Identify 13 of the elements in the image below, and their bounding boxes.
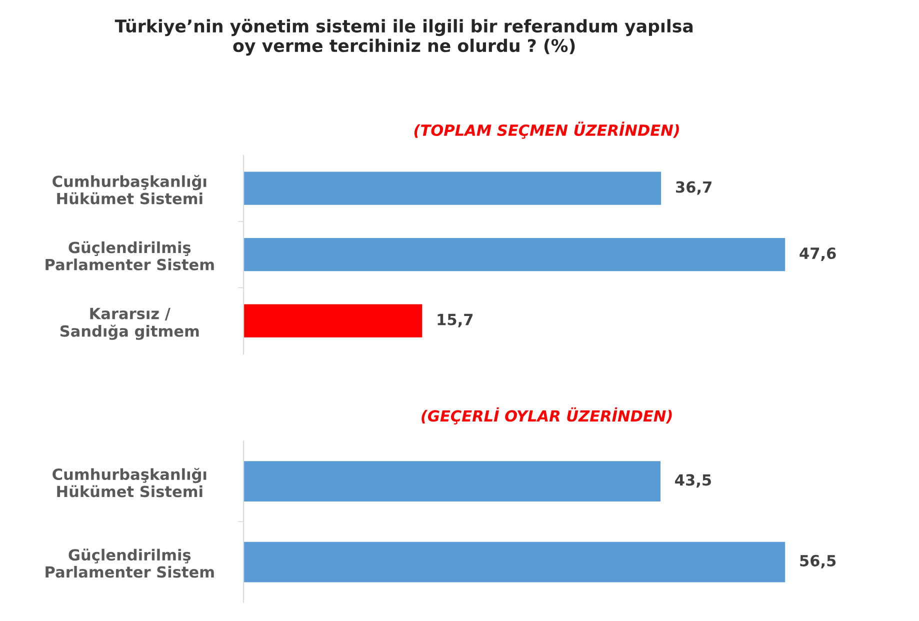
chart-subtitle: (TOPLAM SEÇMEN ÜZERİNDEN) xyxy=(414,122,679,139)
y-tick-label: Güçlendirilmiş Parlamenter Sistem xyxy=(46,548,214,578)
data-label: 43,5 xyxy=(675,474,711,488)
chart-subtitle: (GEÇERLİ OYLAR ÜZERİNDEN) xyxy=(422,407,672,424)
data-label: 56,5 xyxy=(800,554,836,568)
y-tick-label: Cumhurbaşkanlığı Hükümet Sistemi xyxy=(52,174,206,204)
y-tick-label: Kararsız / Sandığa gitmem xyxy=(60,308,199,340)
data-label: 47,6 xyxy=(800,248,836,261)
y-tick-label: Cumhurbaşkanlığı Hükümet Sistemi xyxy=(52,468,206,498)
data-label: 36,7 xyxy=(676,181,712,195)
y-tick-label: Güçlendirilmiş Parlamenter Sistem xyxy=(46,241,214,270)
data-label: 15,7 xyxy=(438,314,473,328)
chart-title: Türkiye’nin yönetim sistemi ile ilgili bir referandum yapılsa oy verme tercihiniz ne olurdu ? (%) xyxy=(114,18,693,56)
